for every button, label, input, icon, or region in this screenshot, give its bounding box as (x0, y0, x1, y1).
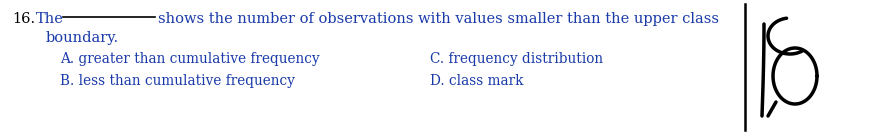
Text: B. less than cumulative frequency: B. less than cumulative frequency (60, 74, 295, 88)
Text: C. frequency distribution: C. frequency distribution (430, 52, 602, 66)
Text: shows the number of observations with values smaller than the upper class: shows the number of observations with va… (158, 12, 718, 26)
Text: A. greater than cumulative frequency: A. greater than cumulative frequency (60, 52, 319, 66)
Text: The: The (36, 12, 64, 26)
Text: D. class mark: D. class mark (430, 74, 523, 88)
Text: 16.: 16. (12, 12, 35, 26)
Text: boundary.: boundary. (46, 31, 119, 45)
